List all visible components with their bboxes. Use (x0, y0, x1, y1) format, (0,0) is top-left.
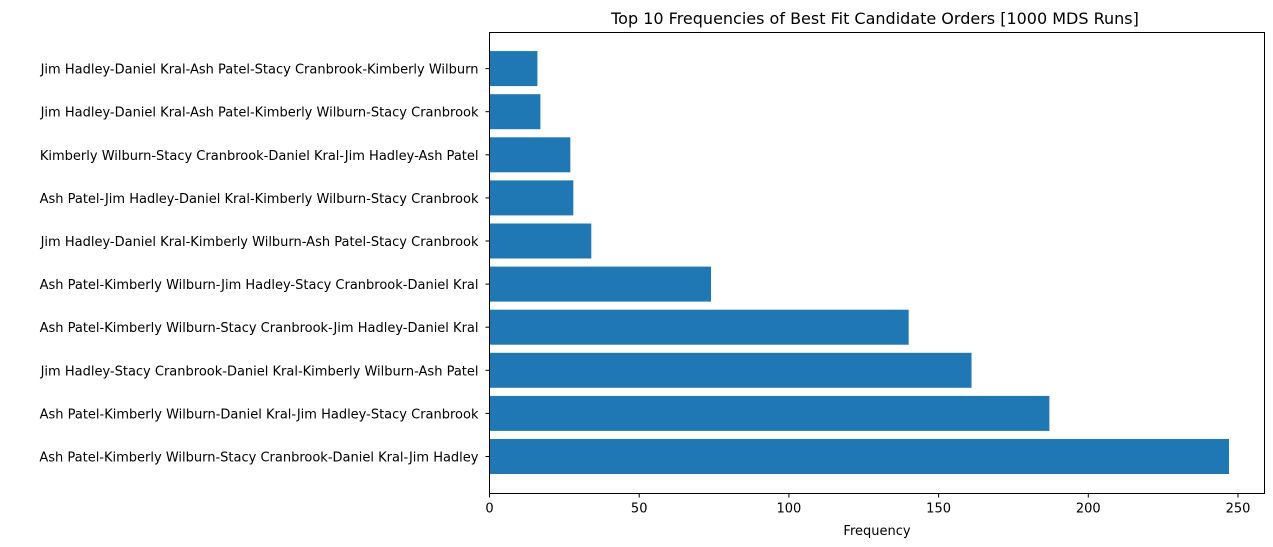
bar (489, 309, 909, 345)
bar (489, 180, 574, 216)
y-tick-label: Jim Hadley-Stacy Cranbrook-Daniel Kral-K… (40, 364, 479, 379)
y-tick-label: Ash Patel-Kimberly Wilburn-Daniel Kral-J… (40, 407, 479, 422)
x-tick-label: 200 (1076, 502, 1101, 517)
ticks-layer: Ash Patel-Kimberly Wilburn-Stacy Cranbro… (39, 63, 1250, 517)
y-tick-label: Jim Hadley-Daniel Kral-Ash Patel-Stacy C… (40, 63, 479, 78)
plot-frame (489, 32, 1265, 494)
y-tick-label: Ash Patel-Jim Hadley-Daniel Kral-Kimberl… (40, 192, 479, 207)
bar (489, 439, 1230, 474)
x-tick-label: 50 (631, 502, 648, 517)
x-tick-label: 150 (926, 502, 951, 517)
bar (489, 137, 571, 173)
x-axis-label: Frequency (843, 524, 910, 539)
x-tick-label: 0 (485, 502, 493, 517)
bar (489, 223, 592, 259)
x-tick-label: 250 (1226, 502, 1251, 517)
bar (489, 51, 538, 87)
y-tick-label: Ash Patel-Kimberly Wilburn-Jim Hadley-St… (40, 278, 479, 293)
y-tick-label: Jim Hadley-Daniel Kral-Kimberly Wilburn-… (40, 235, 479, 250)
y-tick-label: Jim Hadley-Daniel Kral-Ash Patel-Kimberl… (40, 106, 479, 121)
bar (489, 94, 541, 130)
x-tick-label: 100 (776, 502, 801, 517)
chart-title: Top 10 Frequencies of Best Fit Candidate… (610, 9, 1139, 28)
y-tick-label: Ash Patel-Kimberly Wilburn-Stacy Cranbro… (40, 321, 479, 336)
bar (489, 266, 712, 302)
y-tick-label: Ash Patel-Kimberly Wilburn-Stacy Cranbro… (39, 451, 478, 466)
bar (489, 395, 1050, 431)
bars-layer (489, 51, 1230, 474)
bar (489, 352, 972, 388)
y-tick-label: Kimberly Wilburn-Stacy Cranbrook-Daniel … (40, 149, 479, 164)
